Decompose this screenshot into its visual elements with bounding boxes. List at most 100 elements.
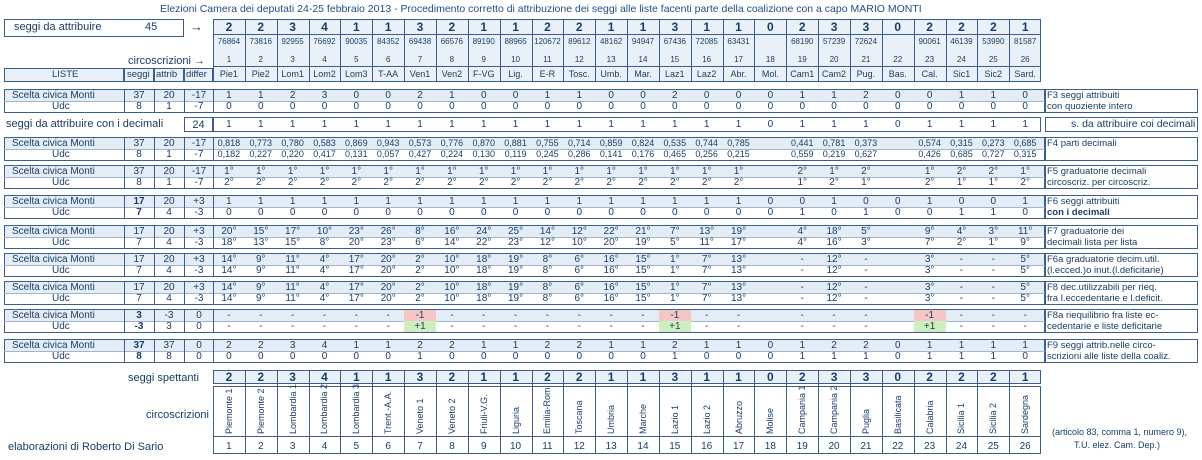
header-code-cell: Mol. xyxy=(761,69,779,79)
allocation-cell: - xyxy=(482,310,486,321)
allocation-cell: 2 xyxy=(226,340,232,351)
single-row-cell: 1 xyxy=(799,119,805,130)
allocation-cell: 8° xyxy=(542,293,553,304)
allocation-cell: 1° xyxy=(829,166,839,177)
allocation-cell: 1 xyxy=(480,196,487,207)
allocation-cell: 0 xyxy=(353,351,360,362)
header-code-cell: Laz2 xyxy=(696,69,717,79)
allocation-cell: 8° xyxy=(542,254,553,265)
circoscrizione-name: Sicilia 2 xyxy=(988,402,999,434)
allocation-cell: 2° xyxy=(924,177,935,188)
header-column-divider xyxy=(276,19,278,82)
allocation-cell: 20° xyxy=(380,282,396,293)
header-votes-cell: 72085 xyxy=(695,37,718,46)
allocation-cell: 0 xyxy=(1022,101,1028,112)
single-row-cell: 1 xyxy=(512,119,519,130)
allocation-cell: 0 xyxy=(512,101,519,112)
bottom-column-divider xyxy=(627,370,629,454)
allocation-cell: - xyxy=(482,321,486,332)
allocation-cell: 7° xyxy=(924,237,935,248)
circoscrizione-name: Trent.-A.A. xyxy=(383,390,394,434)
allocation-cell: 0,245 xyxy=(536,149,559,159)
allocation-cell: 0 xyxy=(257,351,264,362)
allocation-cell: 2° xyxy=(797,166,807,177)
allocation-cell: 0,182 xyxy=(217,149,241,159)
block-row-divider xyxy=(4,177,1045,178)
allocation-cell: 1 xyxy=(289,196,296,207)
allocation-cell: 0 xyxy=(321,101,328,112)
allocation-cell: 1° xyxy=(224,166,234,177)
allocation-cell: 3° xyxy=(988,226,999,237)
allocation-cell: 0 xyxy=(863,101,869,112)
allocation-cell: 12° xyxy=(826,282,842,293)
allocation-cell: 1 xyxy=(990,207,997,218)
allocation-cell: 20° xyxy=(380,254,396,265)
circoscrizione-number: 7 xyxy=(417,441,423,452)
allocation-cell: 0,315 xyxy=(1013,149,1037,159)
header-code-cell: Mar. xyxy=(634,69,652,79)
allocation-cell: - xyxy=(705,321,709,332)
circoscrizione-number: 2 xyxy=(257,441,264,452)
circoscrizione-name: Abruzzo xyxy=(733,400,744,434)
block-col-divider xyxy=(184,309,185,333)
list-d-value: -3 xyxy=(194,237,204,248)
block-col-divider xyxy=(213,89,214,113)
header-seats-cell: 1 xyxy=(703,20,711,34)
bottom-column-divider xyxy=(945,370,947,454)
block-row-divider xyxy=(4,321,1045,322)
bottom-column-divider xyxy=(563,370,565,454)
seggi-spettanti-cell: 1 xyxy=(384,370,392,384)
header-num-cell: 23 xyxy=(925,55,935,64)
allocation-cell: 11° xyxy=(699,237,714,248)
header-column-divider xyxy=(850,19,851,82)
allocation-cell: 2° xyxy=(829,177,839,188)
allocation-cell: 8° xyxy=(542,282,553,293)
allocation-cell: 0,781 xyxy=(822,138,846,148)
circoscrizione-name: Sardegna xyxy=(1020,394,1031,434)
allocation-cell: 18° xyxy=(476,293,492,304)
allocation-cell: 3 xyxy=(289,340,296,351)
list-d-value: -3 xyxy=(194,207,204,218)
circoscrizione-name: Lombardia 1 xyxy=(287,383,298,434)
allocation-cell: 16° xyxy=(603,293,619,304)
allocation-cell: 2° xyxy=(1020,177,1030,188)
allocation-cell: 1 xyxy=(990,351,997,362)
block-col-divider xyxy=(213,253,214,277)
single-row-cell: 1 xyxy=(640,119,646,130)
allocation-cell: -1 xyxy=(913,310,946,321)
allocation-cell: 9° xyxy=(1020,237,1030,248)
note-box xyxy=(1045,89,1198,113)
allocation-cell: 1 xyxy=(257,90,264,101)
circoscrizione-number: 14 xyxy=(637,441,649,452)
allocation-cell: 18° xyxy=(476,282,492,293)
allocation-cell: 20° xyxy=(603,237,619,248)
circoscrizione-name: Umbria xyxy=(606,404,617,434)
allocation-cell: 0 xyxy=(480,101,487,112)
block-row-shade xyxy=(5,282,1044,293)
allocation-cell: 0,755 xyxy=(536,138,559,148)
allocation-cell: - xyxy=(832,310,836,321)
allocation-cell: 0,627 xyxy=(854,149,878,159)
allocation-cell: - xyxy=(641,310,645,321)
allocation-cell: 1 xyxy=(958,90,965,101)
allocation-cell: 0 xyxy=(703,351,710,362)
list-d-value: +3 xyxy=(193,196,205,207)
allocation-cell: 0 xyxy=(894,90,901,101)
header-num-cell: 13 xyxy=(606,55,616,64)
allocation-cell: 9° xyxy=(255,282,266,293)
header-seats-cell: 2 xyxy=(225,20,233,34)
block-col-divider xyxy=(154,339,155,363)
allocation-cell: 6° xyxy=(574,265,585,276)
allocation-cell: 11° xyxy=(285,282,300,293)
allocation-cell: 1 xyxy=(417,351,423,362)
allocation-cell: 4° xyxy=(797,226,807,237)
allocation-cell: 1° xyxy=(478,166,489,177)
allocation-cell: 17° xyxy=(348,293,364,304)
header-code-cell: Lom1 xyxy=(281,69,304,79)
allocation-cell: 2 xyxy=(672,340,678,351)
allocation-cell: 0,559 xyxy=(790,149,814,159)
allocation-cell: 1° xyxy=(988,237,999,248)
allocation-cell: 1° xyxy=(670,265,680,276)
block-note: circoscriz. per circoscriz. xyxy=(1047,177,1151,188)
header-column-divider xyxy=(340,19,342,82)
